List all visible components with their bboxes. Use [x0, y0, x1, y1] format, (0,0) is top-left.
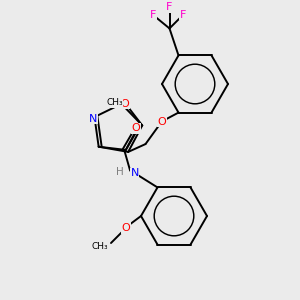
Text: O: O	[121, 99, 129, 109]
Text: CH₃: CH₃	[92, 242, 108, 251]
Text: F: F	[166, 2, 173, 12]
Text: N: N	[130, 168, 139, 178]
Text: F: F	[150, 10, 156, 20]
Text: F: F	[180, 10, 186, 20]
Text: O: O	[122, 223, 130, 233]
Text: O: O	[132, 123, 140, 133]
Text: O: O	[158, 117, 166, 127]
Text: CH₃: CH₃	[106, 98, 123, 107]
Text: N: N	[89, 113, 97, 124]
Text: H: H	[116, 167, 124, 177]
